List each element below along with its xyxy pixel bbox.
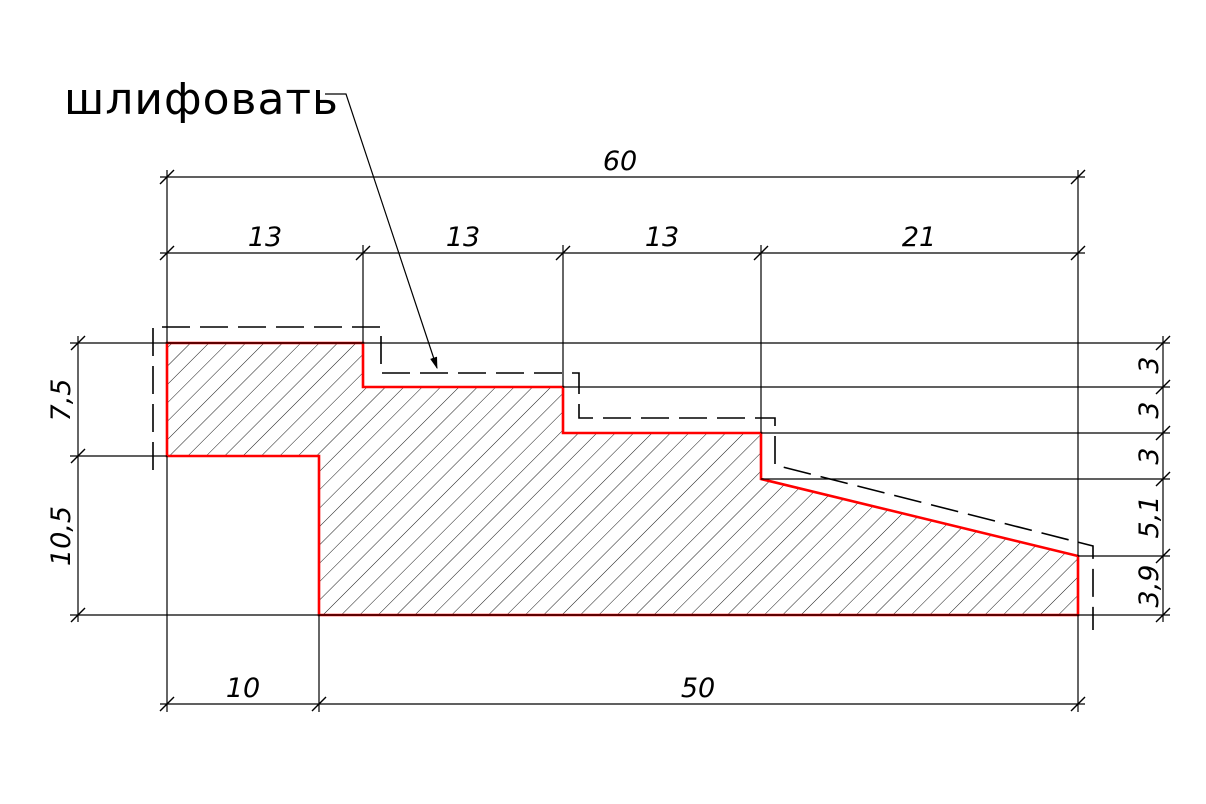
dim-step-4: 21	[902, 222, 936, 253]
dimension-ticks	[70, 169, 1171, 712]
dim-base-left: 10	[226, 673, 260, 704]
dim-step-3: 13	[645, 222, 679, 253]
grind-note: шлифовать	[64, 74, 339, 125]
dim-right-4: 5,1	[1134, 496, 1165, 539]
dim-overall-length: 60	[603, 146, 637, 177]
extension-lines-vertical	[166, 170, 1079, 712]
note-leader	[325, 93, 438, 370]
extension-lines-horizontal	[70, 342, 1170, 616]
dim-right-1: 3	[1134, 356, 1165, 373]
dim-base-right: 50	[681, 673, 715, 704]
dim-step-1: 13	[248, 222, 282, 253]
dim-height-bottom: 10,5	[46, 506, 77, 566]
dim-step-2: 13	[446, 222, 480, 253]
dimension-lines	[77, 176, 1164, 705]
dim-right-2: 3	[1134, 401, 1165, 418]
dim-right-5: 3,9	[1134, 565, 1165, 608]
dim-right-3: 3	[1134, 447, 1165, 464]
blank-outline-dashed	[152, 326, 1094, 630]
dim-height-top: 7,5	[46, 379, 77, 422]
